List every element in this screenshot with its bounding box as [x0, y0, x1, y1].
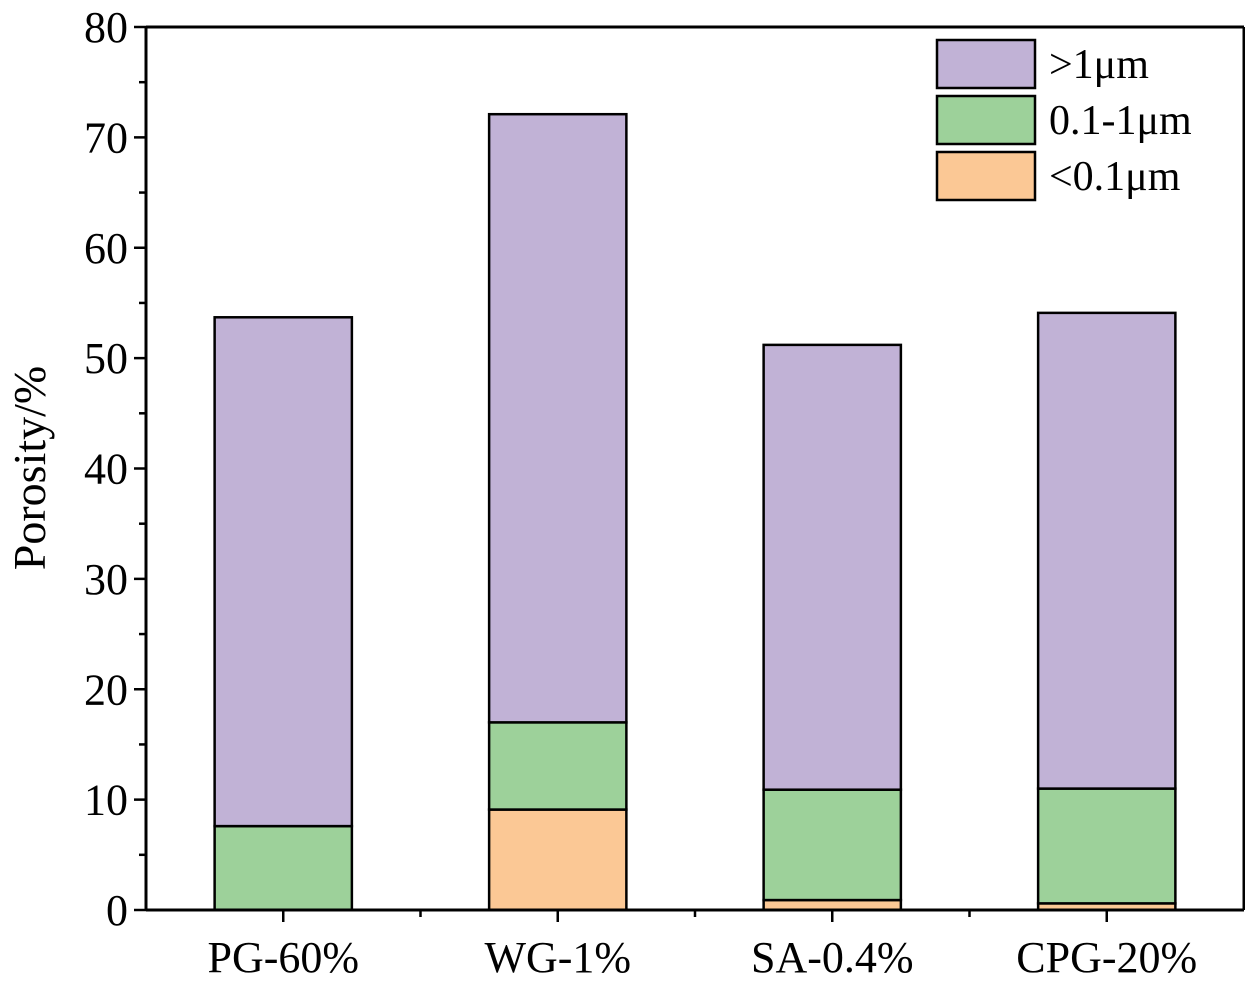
x-tick-label-pg-60: PG-60%: [207, 933, 359, 982]
y-tick-label: 70: [84, 113, 128, 162]
bar-sa-0-4-series-1: [762, 788, 903, 902]
bar-cpg-20-series-2: [1036, 311, 1177, 790]
bar-wg-1-series-1: [487, 721, 628, 811]
bar-cpg-20-series-1: [1036, 787, 1177, 905]
x-tick-label-wg-1: WG-1%: [484, 933, 631, 982]
legend-swatch-0: [935, 38, 1037, 90]
x-tick-label-sa-0-4: SA-0.4%: [751, 933, 914, 982]
y-tick-label: 50: [84, 334, 128, 383]
y-axis-ticks: 0 10 20 30 40 50 60 70 80: [84, 3, 146, 935]
y-tick-label: 60: [84, 224, 128, 273]
y-tick-label: 30: [84, 555, 128, 604]
x-axis-ticks: PG-60% WG-1% SA-0.4% CPG-20%: [207, 910, 1197, 982]
x-tick-label-cpg-20: CPG-20%: [1016, 933, 1197, 982]
legend-swatch-2: [935, 150, 1037, 202]
bars-layer: [213, 112, 1177, 912]
bar-pg-60-series-1: [213, 824, 354, 912]
y-tick-label: 0: [106, 886, 128, 935]
legend-swatch-1: [935, 94, 1037, 146]
bar-wg-1-series-0: [487, 808, 628, 912]
y-tick-label: 40: [84, 445, 128, 494]
y-tick-label: 80: [84, 3, 128, 52]
legend-label-1: 0.1-1μm: [1049, 98, 1192, 144]
legend: >1μm 0.1-1μm <0.1μm: [935, 38, 1192, 202]
y-tick-label: 10: [84, 776, 128, 825]
bar-pg-60-series-2: [213, 316, 354, 828]
legend-label-2: <0.1μm: [1049, 154, 1181, 200]
y-axis-label: Porosity/%: [4, 366, 55, 570]
y-tick-label: 20: [84, 665, 128, 714]
bar-wg-1-series-2: [487, 112, 628, 724]
bar-sa-0-4-series-2: [762, 343, 903, 791]
legend-label-0: >1μm: [1049, 42, 1149, 88]
